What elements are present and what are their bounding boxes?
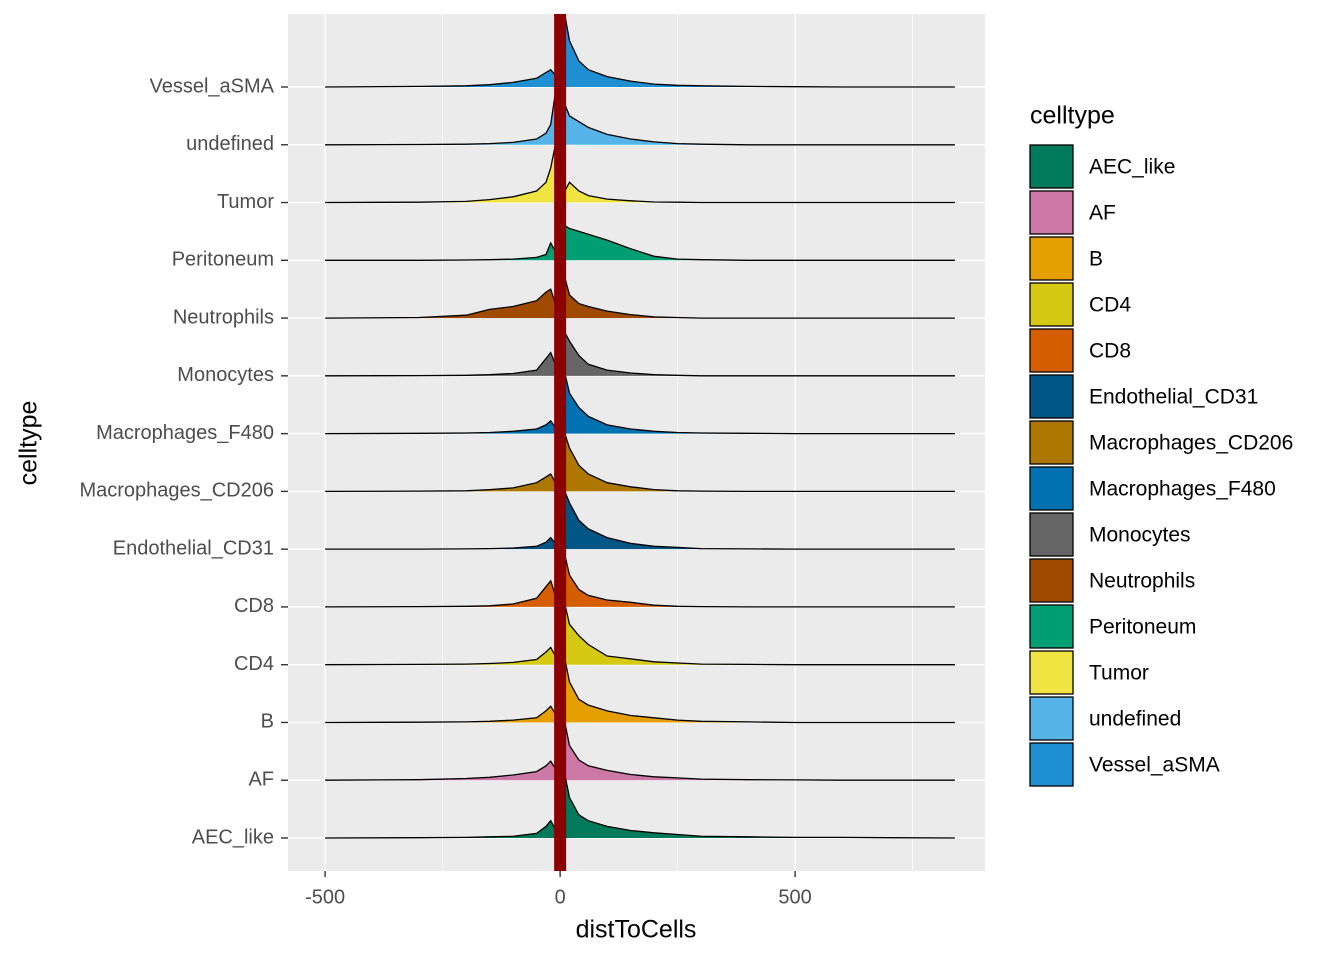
legend-label: Neutrophils	[1089, 570, 1195, 593]
y-tick-label: Neutrophils	[173, 306, 274, 328]
legend-label: AEC_like	[1089, 156, 1175, 179]
legend-label: CD8	[1089, 340, 1131, 363]
x-tick-label: -500	[305, 886, 345, 908]
ridge-line	[325, 372, 955, 435]
legend-label: Endothelial_CD31	[1089, 386, 1258, 409]
legend-key	[1029, 696, 1074, 741]
y-tick-label: undefined	[186, 133, 274, 155]
ridge-line	[325, 722, 955, 781]
y-tick-label: CD8	[234, 595, 274, 617]
legend-key	[1029, 466, 1074, 511]
legend-key	[1029, 144, 1074, 189]
y-axis-title: celltype	[15, 401, 43, 486]
legend-label: Monocytes	[1089, 524, 1191, 547]
y-tick-label: Endothelial_CD31	[113, 537, 274, 559]
legend-key	[1029, 282, 1074, 327]
legend-label: Macrophages_CD206	[1089, 432, 1293, 455]
legend-label: CD4	[1089, 294, 1131, 317]
y-tick-label: Vessel_aSMA	[149, 75, 274, 97]
y-tick-label: CD4	[234, 653, 274, 675]
legend-key	[1029, 374, 1074, 419]
y-tick-label: AF	[248, 769, 274, 791]
ridge-line	[325, 491, 955, 550]
ridge-line	[325, 277, 955, 319]
legend-title: celltype	[1030, 102, 1115, 130]
legend-key	[1029, 512, 1074, 557]
ridge-line	[325, 330, 955, 377]
plot-panel	[288, 14, 985, 871]
legend-key	[1029, 604, 1074, 649]
y-tick-label: AEC_like	[192, 826, 274, 848]
legend-key	[1029, 190, 1074, 235]
legend-label: Macrophages_F480	[1089, 478, 1276, 501]
legend-key	[1029, 420, 1074, 465]
legend-label: B	[1089, 248, 1103, 271]
legend-label: Peritoneum	[1089, 616, 1196, 639]
legend-key	[1029, 742, 1074, 787]
ridge-line	[325, 554, 955, 608]
y-tick-label: Tumor	[217, 191, 274, 213]
legend-label: AF	[1089, 202, 1116, 225]
x-tick-label: 500	[778, 886, 811, 908]
legend-label: undefined	[1089, 708, 1181, 731]
legend-label: Tumor	[1089, 662, 1149, 685]
ridge-line	[325, 603, 955, 666]
legend-label: Vessel_aSMA	[1089, 754, 1220, 777]
y-tick-label: Macrophages_F480	[96, 422, 274, 444]
ridge-line	[325, 774, 955, 839]
y-tick-label: B	[261, 711, 274, 733]
ridge-line	[325, 91, 955, 146]
legend-key	[1029, 328, 1074, 373]
ridge-line	[325, 658, 955, 724]
legend-key	[1029, 650, 1074, 695]
y-tick-label: Peritoneum	[172, 249, 274, 271]
ridge-line	[325, 14, 955, 88]
y-tick-label: Macrophages_CD206	[79, 480, 274, 502]
ridge-line	[325, 142, 955, 204]
y-tick-label: Monocytes	[177, 364, 274, 386]
legend-key	[1029, 558, 1074, 603]
x-tick-label: 0	[555, 886, 566, 908]
ridge-line	[325, 433, 955, 493]
ridge-area	[325, 225, 955, 261]
legend-key	[1029, 236, 1074, 281]
x-axis-title: distToCells	[576, 916, 697, 944]
ridge-line	[325, 224, 955, 261]
